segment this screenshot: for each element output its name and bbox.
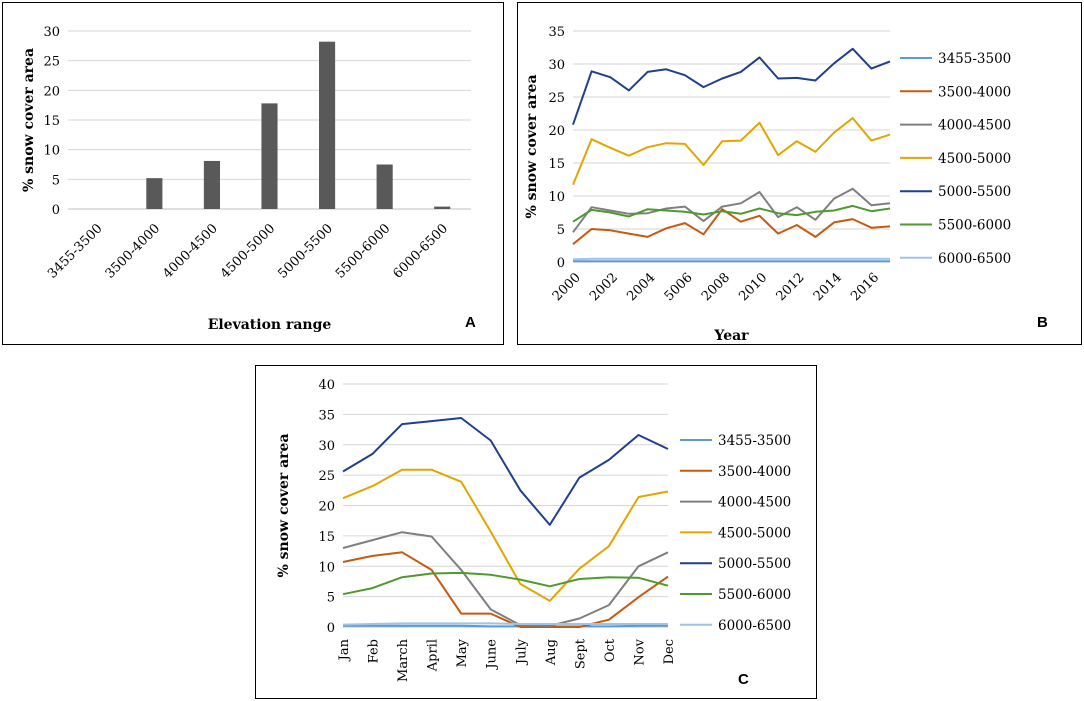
bar-4 <box>319 41 336 210</box>
bar-5 <box>376 164 393 209</box>
series-line-c-4 <box>342 417 669 526</box>
xtick-c-7: Aug <box>544 639 559 666</box>
ytick-b-1: 5 <box>557 223 565 238</box>
series-line-b-2 <box>572 187 891 233</box>
ytick-c-7: 35 <box>318 408 335 423</box>
xtick-b-0: 2000 <box>550 270 584 304</box>
ytick-b-5: 25 <box>548 91 565 106</box>
series-line-c-1 <box>342 551 669 628</box>
panel-a-frame: A 0 5 10 15 20 25 30 % snow cover area Elevation… <box>2 2 504 345</box>
xtick-c-4: May <box>455 638 470 667</box>
legend-label-c-5: 5500-6000 <box>718 587 791 603</box>
series-line-c-5 <box>342 571 669 596</box>
series-line-b-6 <box>572 257 890 261</box>
series-line-b-5 <box>572 204 891 223</box>
xtick-c-10: Nov <box>632 638 647 665</box>
xtick-c-1: Feb <box>367 639 382 663</box>
ytick-c-6: 30 <box>318 439 335 454</box>
legend-label-b-5: 5500-6000 <box>938 218 1011 234</box>
xtick-a-1: 3500-4000 <box>103 221 164 282</box>
bar-3 <box>261 103 278 209</box>
line-chart-b: B 0 5 10 15 20 25 30 35 % snow cover area Year 200… <box>524 25 1048 344</box>
xtick-a-0: 3455-3500 <box>45 221 106 282</box>
xtick-b-12: 2012 <box>774 270 808 304</box>
legend-label-c-3: 4500-5000 <box>718 525 791 541</box>
panel-c-letter: C <box>738 671 749 688</box>
xtick-c-5: June <box>485 639 500 671</box>
ytick-c-3: 15 <box>318 530 335 545</box>
xtick-a-5: 5500-6000 <box>333 221 394 282</box>
panel-b-frame: B 0 5 10 15 20 25 30 35 % snow cover area Year 200… <box>517 2 1082 345</box>
legend-label-b-3: 4500-5000 <box>938 151 1011 167</box>
xtick-c-2: March <box>396 638 411 682</box>
bar-2 <box>203 160 220 209</box>
xtick-a-3: 4500-5000 <box>218 221 279 282</box>
legend-label-b-6: 6000-6500 <box>938 251 1011 267</box>
ytick-a-0: 0 <box>52 203 60 218</box>
panel-a-letter: A <box>465 314 476 331</box>
series-line-c-2 <box>342 531 669 627</box>
y-axis-title-c: % snow cover area <box>276 433 292 577</box>
legend-label-c-0: 3455-3500 <box>718 433 791 449</box>
x-axis-title-b: Year <box>713 328 749 344</box>
xtick-b-2: 2002 <box>587 270 621 304</box>
ytick-b-7: 35 <box>548 25 565 40</box>
legend-label-b-2: 4000-4500 <box>938 118 1011 134</box>
xtick-b-16: 2016 <box>848 270 882 304</box>
series-line-b-3 <box>572 117 891 186</box>
xtick-c-3: April <box>426 639 441 672</box>
ytick-a-2: 10 <box>43 144 60 159</box>
ytick-c-8: 40 <box>318 378 335 393</box>
xtick-b-10: 2010 <box>736 270 770 304</box>
y-axis-title-b: % snow cover area <box>524 74 540 218</box>
ytick-a-4: 20 <box>43 84 60 99</box>
ytick-c-1: 5 <box>327 591 335 606</box>
xtick-a-6: 6000-6500 <box>391 221 452 282</box>
legend-label-b-4: 5000-5500 <box>938 184 1011 200</box>
legend-label-b-0: 3455-3500 <box>938 51 1011 67</box>
panel-c-frame: C 0 5 10 15 20 25 30 35 40 % snow cover area Jan Fe… <box>255 365 817 699</box>
legend-label-c-2: 4000-4500 <box>718 495 791 511</box>
xtick-b-6: 5006 <box>662 270 696 304</box>
xtick-b-14: 2014 <box>811 270 845 304</box>
series-line-c-6 <box>342 622 668 626</box>
xtick-c-6: July <box>514 638 529 666</box>
ytick-a-1: 5 <box>52 173 60 188</box>
xtick-c-0: Jan <box>337 638 352 662</box>
ytick-c-4: 20 <box>318 500 335 515</box>
ytick-b-6: 30 <box>548 58 565 73</box>
panel-b-letter: B <box>1037 314 1048 331</box>
series-line-c-0 <box>343 624 668 628</box>
ytick-b-2: 10 <box>548 190 565 205</box>
ytick-c-0: 0 <box>327 621 335 636</box>
y-axis-title-a: % snow cover area <box>21 48 37 192</box>
line-chart-c: C 0 5 10 15 20 25 30 35 40 % snow cover area Jan Fe… <box>276 378 791 688</box>
ytick-a-5: 25 <box>43 55 60 70</box>
xtick-a-2: 4000-4500 <box>160 221 221 282</box>
series-line-c-3 <box>342 468 669 602</box>
ytick-a-6: 30 <box>43 25 60 40</box>
legend-label-b-1: 3500-4000 <box>938 84 1011 100</box>
xtick-b-4: 2004 <box>624 270 658 304</box>
xtick-a-4: 5000-5500 <box>275 221 336 282</box>
series-line-b-4 <box>572 47 891 126</box>
xtick-c-9: Oct <box>603 638 618 662</box>
ytick-a-3: 15 <box>43 114 60 129</box>
bar-6 <box>434 206 451 209</box>
legend-label-c-6: 6000-6500 <box>718 618 791 634</box>
ytick-b-3: 15 <box>548 157 565 172</box>
xtick-c-11: Dec <box>662 639 677 664</box>
xtick-c-8: Sept <box>573 638 588 669</box>
bar-chart-a: A 0 5 10 15 20 25 30 % snow cover area Elevation… <box>21 25 476 333</box>
x-axis-title-a: Elevation range <box>208 317 332 333</box>
ytick-b-0: 0 <box>557 256 565 271</box>
bar-1 <box>146 178 163 209</box>
series-line-b-1 <box>572 208 891 245</box>
ytick-c-5: 25 <box>318 469 335 484</box>
xtick-b-8: 2008 <box>699 270 733 304</box>
ytick-c-2: 10 <box>318 560 335 575</box>
ytick-b-4: 20 <box>548 124 565 139</box>
legend-label-c-4: 5000-5500 <box>718 556 791 572</box>
legend-label-c-1: 3500-4000 <box>718 464 791 480</box>
